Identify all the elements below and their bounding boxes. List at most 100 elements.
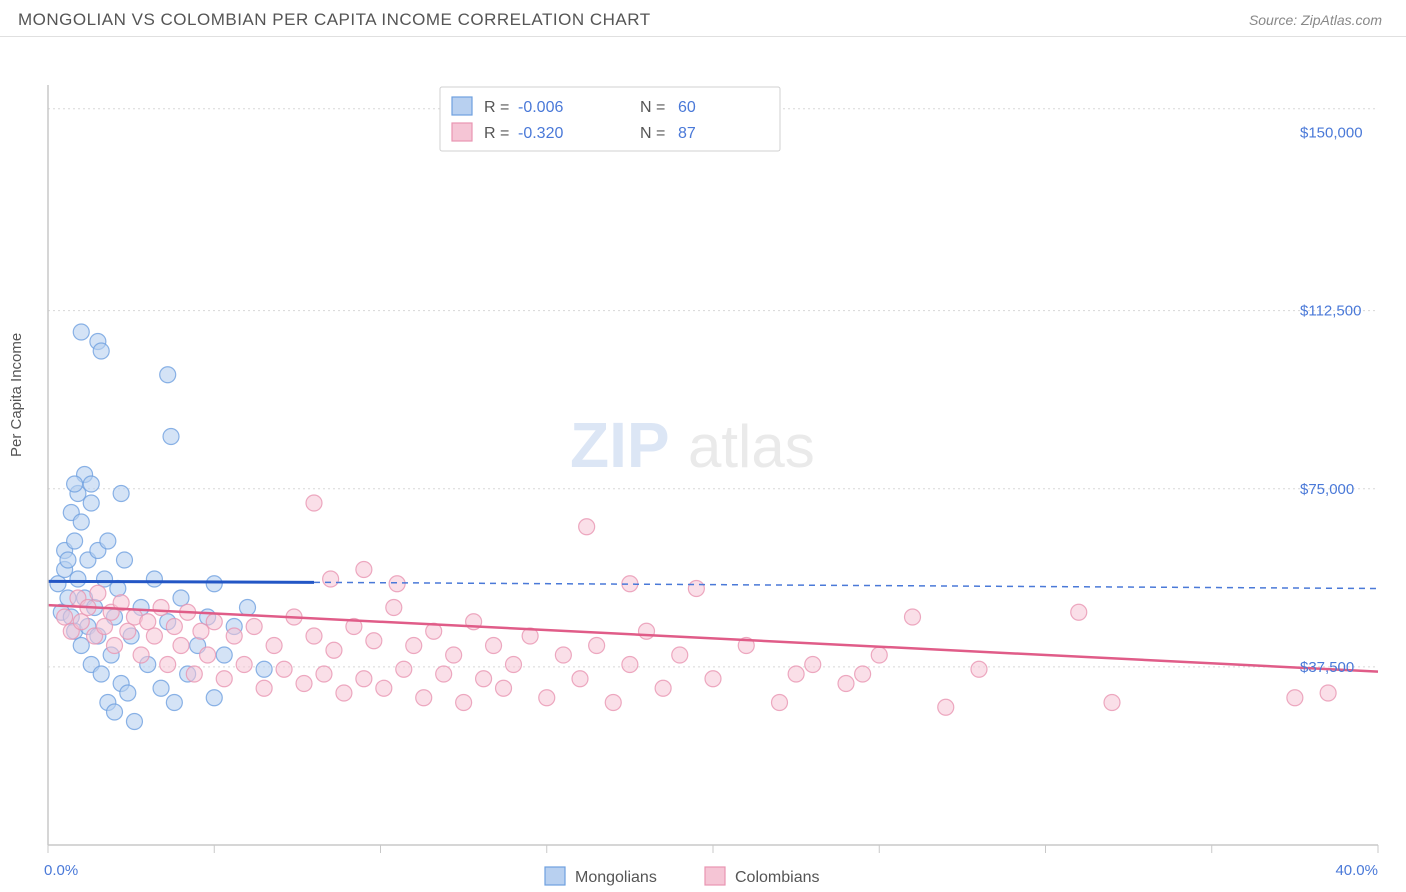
watermark-atlas: atlas <box>688 413 815 480</box>
legend-series-label: Colombians <box>735 869 819 886</box>
data-point <box>70 571 86 587</box>
legend-swatch <box>705 867 725 885</box>
data-point <box>871 647 887 663</box>
data-point <box>266 638 282 654</box>
legend-r-value: -0.006 <box>518 99 563 116</box>
data-point <box>306 495 322 511</box>
data-point <box>1320 685 1336 701</box>
data-point <box>146 628 162 644</box>
data-point <box>57 609 73 625</box>
data-point <box>160 367 176 383</box>
data-point <box>572 671 588 687</box>
data-point <box>336 685 352 701</box>
data-point <box>240 600 256 616</box>
data-point <box>133 647 149 663</box>
y-tick-label: $112,500 <box>1300 303 1361 320</box>
data-point <box>107 638 123 654</box>
data-point <box>120 623 136 639</box>
chart-source: Source: ZipAtlas.com <box>1249 12 1382 28</box>
data-point <box>206 690 222 706</box>
data-point <box>376 680 392 696</box>
data-point <box>506 657 522 673</box>
data-point <box>938 699 954 715</box>
data-point <box>389 576 405 592</box>
data-point <box>173 638 189 654</box>
data-point <box>1104 695 1120 711</box>
y-tick-label: $150,000 <box>1300 125 1363 142</box>
data-point <box>193 623 209 639</box>
data-point <box>73 324 89 340</box>
data-point <box>496 680 512 696</box>
data-point <box>67 476 83 492</box>
data-point <box>306 628 322 644</box>
data-point <box>971 661 987 677</box>
data-point <box>107 704 123 720</box>
data-point <box>116 552 132 568</box>
data-point <box>160 657 176 673</box>
trend-line-dashed <box>314 582 1378 588</box>
data-point <box>326 642 342 658</box>
data-point <box>173 590 189 606</box>
data-point <box>356 562 372 578</box>
data-point <box>236 657 252 673</box>
scatter-chart: ZIPatlas$37,500$75,000$112,500$150,0000.… <box>0 37 1406 887</box>
data-point <box>805 657 821 673</box>
data-point <box>366 633 382 649</box>
data-point <box>589 638 605 654</box>
data-point <box>486 638 502 654</box>
data-point <box>555 647 571 663</box>
data-point <box>153 600 169 616</box>
data-point <box>206 576 222 592</box>
trend-line <box>48 581 314 582</box>
data-point <box>73 514 89 530</box>
data-point <box>622 657 638 673</box>
legend-swatch <box>452 123 472 141</box>
data-point <box>83 476 99 492</box>
data-point <box>639 623 655 639</box>
data-point <box>120 685 136 701</box>
data-point <box>705 671 721 687</box>
x-max-label: 40.0% <box>1335 862 1378 879</box>
data-point <box>296 676 312 692</box>
y-tick-label: $75,000 <box>1300 481 1354 498</box>
data-point <box>126 714 142 730</box>
data-point <box>456 695 472 711</box>
data-point <box>100 533 116 549</box>
y-axis-label: Per Capita Income <box>8 333 25 457</box>
data-point <box>140 614 156 630</box>
data-point <box>838 676 854 692</box>
data-point <box>186 666 202 682</box>
legend-n-value: 60 <box>678 99 696 116</box>
data-point <box>406 638 422 654</box>
data-point <box>416 690 432 706</box>
data-point <box>855 666 871 682</box>
x-min-label: 0.0% <box>44 862 78 879</box>
legend-n-label: N = <box>640 125 665 142</box>
watermark-zip: ZIP <box>570 409 670 481</box>
data-point <box>446 647 462 663</box>
data-point <box>905 609 921 625</box>
data-point <box>276 661 292 677</box>
legend-swatch <box>452 97 472 115</box>
data-point <box>153 680 169 696</box>
data-point <box>1287 690 1303 706</box>
data-point <box>772 695 788 711</box>
data-point <box>356 671 372 687</box>
legend-r-value: -0.320 <box>518 125 563 142</box>
data-point <box>206 614 222 630</box>
data-point <box>97 571 113 587</box>
data-point <box>539 690 555 706</box>
data-point <box>67 533 83 549</box>
data-point <box>396 661 412 677</box>
data-point <box>688 581 704 597</box>
data-point <box>73 614 89 630</box>
data-point <box>93 343 109 359</box>
data-point <box>113 486 129 502</box>
data-point <box>166 619 182 635</box>
legend-r-label: R = <box>484 125 509 142</box>
legend-n-label: N = <box>640 99 665 116</box>
data-point <box>93 666 109 682</box>
data-point <box>83 495 99 511</box>
data-point <box>60 552 76 568</box>
legend-r-label: R = <box>484 99 509 116</box>
